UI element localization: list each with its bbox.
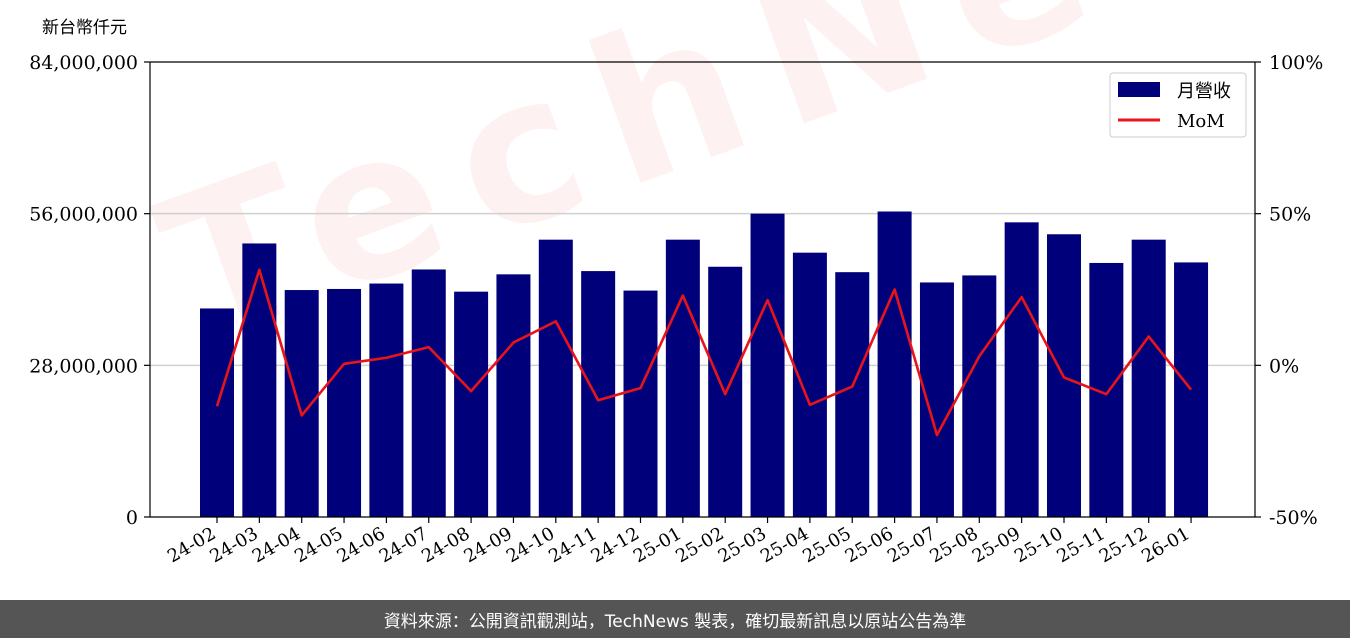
bar-24-12	[623, 290, 658, 517]
bar-24-03	[242, 243, 277, 518]
bar-24-08	[454, 291, 489, 517]
legend-line-label: MoM	[1177, 111, 1225, 132]
bar-24-09	[496, 274, 531, 517]
bar-25-04	[792, 252, 827, 517]
bar-25-01	[665, 239, 700, 517]
bars-layer	[200, 211, 1209, 518]
bar-24-04	[284, 290, 319, 517]
bar-24-07	[411, 269, 446, 517]
left-tick-label: 28,000,000	[29, 355, 138, 377]
right-tick-label: 100%	[1269, 52, 1323, 74]
bar-25-09	[1004, 222, 1039, 518]
legend: 月營收 MoM	[1109, 72, 1247, 138]
left-tick-label: 84,000,000	[29, 52, 138, 74]
right-tick-label: -50%	[1269, 507, 1318, 529]
bar-24-11	[581, 271, 616, 517]
source-footer: 資料來源：公開資訊觀測站，TechNews 製表，確切最新訊息以原站公告為準	[0, 600, 1350, 638]
bar-24-10	[538, 239, 573, 517]
bar-26-01	[1174, 262, 1209, 517]
mom-line-layer	[215, 268, 1193, 437]
bar-25-03	[750, 213, 785, 517]
legend-bar-label: 月營收	[1177, 81, 1231, 102]
bar-24-05	[327, 288, 362, 517]
x-tick-label: 26-01	[1138, 523, 1193, 567]
legend-bar-swatch	[1118, 82, 1160, 97]
mom-line	[215, 268, 1193, 437]
bar-25-06	[877, 211, 912, 517]
bar-25-08	[962, 275, 997, 517]
bar-25-07	[919, 282, 954, 517]
right-tick-label: 0%	[1269, 355, 1299, 377]
bar-25-05	[835, 272, 870, 517]
bar-24-02	[200, 308, 234, 517]
bar-24-06	[369, 283, 404, 517]
bar-25-12	[1131, 239, 1166, 517]
right-tick-label: 50%	[1269, 204, 1311, 226]
left-tick-label: 0	[126, 507, 138, 529]
y-axis-unit-label: 新台幣仟元	[42, 18, 127, 38]
revenue-chart: 0 28,000,000 56,000,000 84,000,000 -50% 0% 50%…	[29, 18, 1323, 567]
left-tick-label: 56,000,000	[29, 204, 138, 226]
